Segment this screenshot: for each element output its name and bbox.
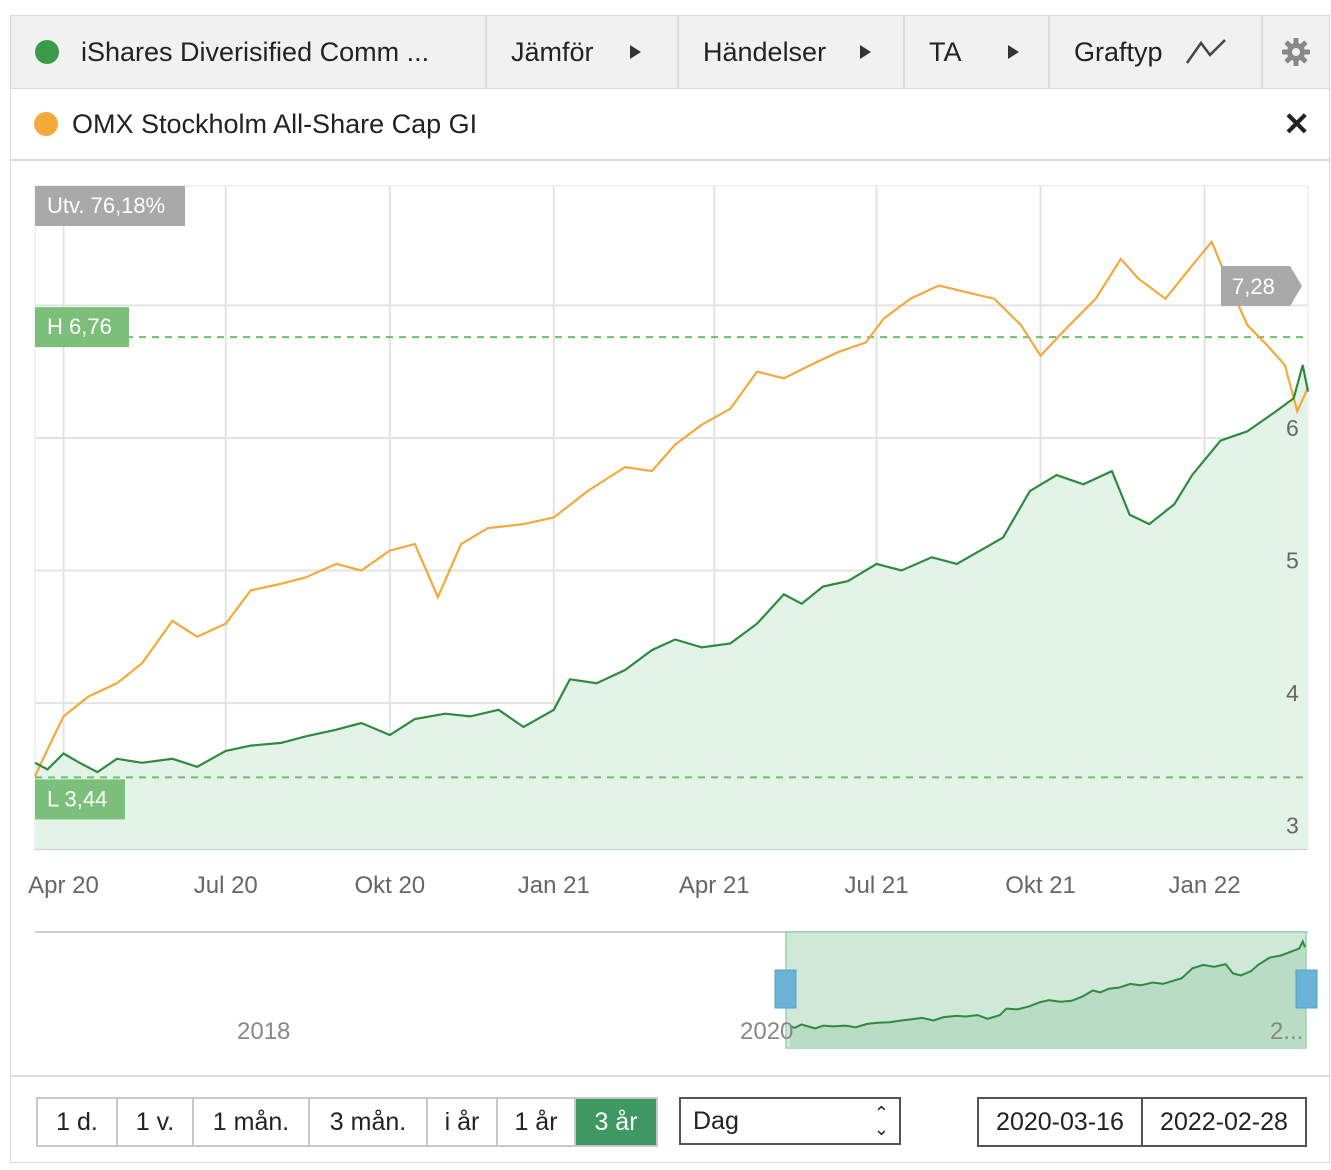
range-button[interactable]: 1 v. bbox=[118, 1099, 194, 1145]
last-value-badge: 7,28 bbox=[1221, 266, 1302, 306]
range-button[interactable]: 1 d. bbox=[38, 1099, 118, 1145]
x-tick-label: Jan 21 bbox=[518, 872, 590, 899]
high-low-lines bbox=[35, 336, 1308, 779]
range-button[interactable]: 1 år bbox=[498, 1099, 576, 1145]
comparison-color-dot bbox=[34, 112, 58, 136]
gear-icon bbox=[1282, 38, 1310, 66]
change-badge-text: Utv. 76,18% bbox=[47, 193, 165, 218]
navigator-line bbox=[789, 938, 1306, 1030]
x-tick-label: Okt 21 bbox=[1005, 872, 1076, 899]
line-chart-icon bbox=[1185, 39, 1226, 64]
date-to-field[interactable]: 2022-02-28 bbox=[1141, 1097, 1307, 1147]
x-tick-label: Jul 20 bbox=[194, 872, 258, 899]
navigator-label-2020: 2020 bbox=[740, 1018, 793, 1045]
last-value-text: 7,28 bbox=[1232, 274, 1275, 299]
comparison-series-line bbox=[34, 239, 1310, 777]
date-from-field[interactable]: 2020-03-16 bbox=[977, 1097, 1143, 1147]
low-badge: L 3,44 bbox=[35, 779, 125, 820]
navigator-label-2018: 2018 bbox=[237, 1018, 290, 1045]
low-badge-text: L 3,44 bbox=[47, 786, 107, 811]
interval-select-value: Dag bbox=[693, 1106, 739, 1135]
range-button[interactable]: 3 mån. bbox=[310, 1099, 428, 1145]
events-arrow-icon bbox=[860, 45, 872, 59]
chart-type-menu[interactable]: Graftyp bbox=[1050, 16, 1263, 88]
navigator[interactable]: 2018 2020 2... bbox=[0, 930, 1331, 1060]
comparison-row: OMX Stockholm All-Share Cap GI ✕ bbox=[10, 89, 1330, 161]
compare-label: Jämför bbox=[511, 36, 594, 67]
chart-toolbar: iShares Diverisified Comm ... Jämför Hän… bbox=[10, 15, 1330, 89]
compare-arrow-icon bbox=[629, 45, 641, 59]
x-tick-label: Okt 20 bbox=[354, 872, 425, 899]
range-button[interactable]: 3 år bbox=[576, 1099, 656, 1145]
y-tick-label: 5 bbox=[1286, 548, 1299, 574]
range-button-group: 1 d. 1 v. 1 mån. 3 mån. i år 1 år 3 år bbox=[36, 1097, 658, 1147]
navigator-area bbox=[790, 941, 1305, 1048]
bottom-controls: 1 d. 1 v. 1 mån. 3 mån. i år 1 år 3 år Dag ⌃ ⌄ … bbox=[10, 1075, 1330, 1163]
y-tick-label: 6 bbox=[1286, 415, 1299, 441]
events-label: Händelser bbox=[703, 36, 827, 67]
navigator-right-handle[interactable] bbox=[1295, 969, 1318, 1009]
x-tick-label: Apr 20 bbox=[28, 872, 99, 899]
ta-menu[interactable]: TA bbox=[905, 16, 1050, 88]
navigator-left-handle[interactable] bbox=[774, 969, 797, 1009]
x-tick-label: Apr 21 bbox=[679, 872, 750, 899]
y-tick-label: 4 bbox=[1286, 680, 1299, 706]
x-tick-label: Jan 22 bbox=[1169, 872, 1241, 899]
interval-select[interactable]: Dag ⌃ ⌄ bbox=[679, 1097, 901, 1145]
range-button[interactable]: i år bbox=[428, 1099, 498, 1145]
range-button[interactable]: 1 mån. bbox=[194, 1099, 310, 1145]
x-tick-label: Jul 21 bbox=[845, 872, 909, 899]
navigator-label-2022: 2... bbox=[1270, 1018, 1303, 1045]
ta-label: TA bbox=[929, 36, 962, 67]
compare-menu[interactable]: Jämför bbox=[487, 16, 679, 88]
select-chevron-icon: ⌃ ⌄ bbox=[873, 1103, 889, 1139]
remove-comparison-button[interactable]: ✕ bbox=[1283, 106, 1310, 142]
y-tick-label: 3 bbox=[1286, 813, 1299, 839]
main-series-line bbox=[34, 364, 1310, 774]
events-menu[interactable]: Händelser bbox=[679, 16, 905, 88]
x-axis-ticks: Apr 20 Jul 20 Okt 20 Jan 21 Apr 21 Jul 21 Okt … bbox=[28, 872, 1240, 899]
main-series-area bbox=[35, 365, 1308, 849]
instrument-selector[interactable]: iShares Diverisified Comm ... bbox=[11, 16, 487, 88]
change-badge: Utv. 76,18% bbox=[35, 186, 185, 226]
high-badge: H 6,76 bbox=[35, 307, 129, 348]
instrument-color-dot bbox=[35, 40, 59, 64]
chart-type-label: Graftyp bbox=[1074, 36, 1163, 67]
high-badge-text: H 6,76 bbox=[47, 314, 112, 339]
instrument-name: iShares Diverisified Comm ... bbox=[81, 36, 430, 67]
comparison-label: OMX Stockholm All-Share Cap GI bbox=[72, 108, 478, 139]
settings-button[interactable] bbox=[1263, 16, 1329, 88]
ta-arrow-icon bbox=[1007, 45, 1019, 59]
